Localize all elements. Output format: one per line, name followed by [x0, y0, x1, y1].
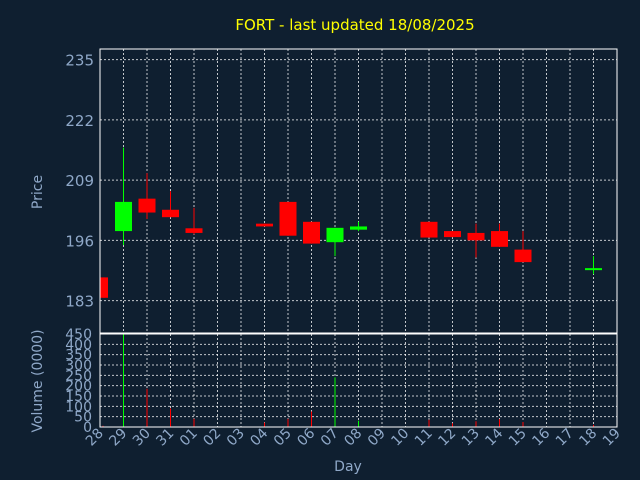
price-tick-labels: 235 222 209 196 183: [65, 52, 94, 311]
x-tick-label: 17: [553, 426, 577, 450]
x-tick-label: 08: [341, 426, 365, 450]
candle-body: [444, 231, 461, 238]
candle-body: [326, 227, 344, 243]
x-tick-label: 19: [600, 426, 624, 450]
price-axis-label: Price: [30, 175, 46, 209]
x-tick-label: 31: [153, 426, 177, 450]
x-tick-label: 04: [247, 425, 271, 449]
candle-body: [256, 223, 273, 227]
x-tick-label: 02: [200, 426, 224, 450]
x-tick-label: 13: [459, 426, 483, 450]
candle-body: [162, 209, 179, 218]
price-tick-label: 209: [65, 172, 94, 190]
x-tick-label: 16: [529, 425, 553, 449]
candle-body: [514, 249, 532, 263]
x-tick-label: 11: [412, 426, 436, 450]
volume-tick-label: 450: [65, 327, 92, 343]
volume-tick-label: 400: [65, 337, 92, 353]
volume-tick-label: 100: [65, 399, 92, 415]
candle-body: [138, 198, 156, 213]
volume-tick-label: 300: [65, 358, 92, 374]
candle-body: [115, 201, 132, 232]
x-tick-label: 18: [576, 426, 600, 450]
price-tick-label: 222: [65, 112, 94, 130]
volume-tick-label: 150: [65, 389, 92, 405]
x-tick-label: 07: [318, 426, 342, 450]
candle-body: [350, 226, 367, 230]
volume-series: [102, 334, 594, 427]
price-tick-label: 183: [65, 293, 94, 311]
volume-tick-label: 200: [65, 379, 92, 395]
candle-body: [467, 232, 485, 241]
price-tick-label: 235: [65, 52, 94, 70]
panel-frames: [99, 48, 618, 428]
x-tick-label: 29: [106, 426, 130, 450]
candle-body: [491, 231, 508, 247]
chart-title: FORT - last updated 18/08/2025: [235, 16, 474, 34]
candle-body: [303, 221, 320, 244]
x-tick-label: 30: [130, 426, 154, 450]
x-tick-label: 01: [177, 426, 201, 450]
volume-axis-label: Volume (0000): [30, 329, 46, 432]
candle-body: [185, 228, 203, 233]
volume-panel-frame: [99, 333, 618, 428]
candle-body: [585, 268, 602, 271]
volume-tick-label: 250: [65, 368, 92, 384]
price-grid: [99, 49, 618, 333]
x-tick-labels: 28 29 30 31 01 02 03 04 05 06 07 08 09 10 11 12 13 14 15 16…: [83, 425, 624, 449]
x-tick-label: 10: [388, 426, 412, 450]
volume-tick-label: 50: [74, 410, 92, 426]
volume-tick-label: 0: [83, 420, 92, 436]
x-tick-label: 05: [271, 426, 295, 450]
x-tick-label: 14: [482, 425, 506, 449]
x-axis-label: Day: [334, 459, 362, 475]
x-tick-label: 06: [294, 425, 318, 449]
x-tick-label: 09: [365, 426, 389, 450]
x-tick-label: 15: [506, 426, 530, 450]
x-tick-label: 12: [435, 426, 459, 450]
volume-grid: [99, 333, 618, 428]
volume-tick-label: 350: [65, 348, 92, 364]
candle-body: [420, 221, 438, 238]
price-panel-frame: [99, 48, 618, 334]
candle-body: [279, 201, 297, 236]
candle-body: [100, 277, 108, 298]
x-tick-label: 03: [224, 426, 248, 450]
candlestick-series: [100, 147, 602, 298]
price-tick-label: 196: [65, 232, 94, 250]
